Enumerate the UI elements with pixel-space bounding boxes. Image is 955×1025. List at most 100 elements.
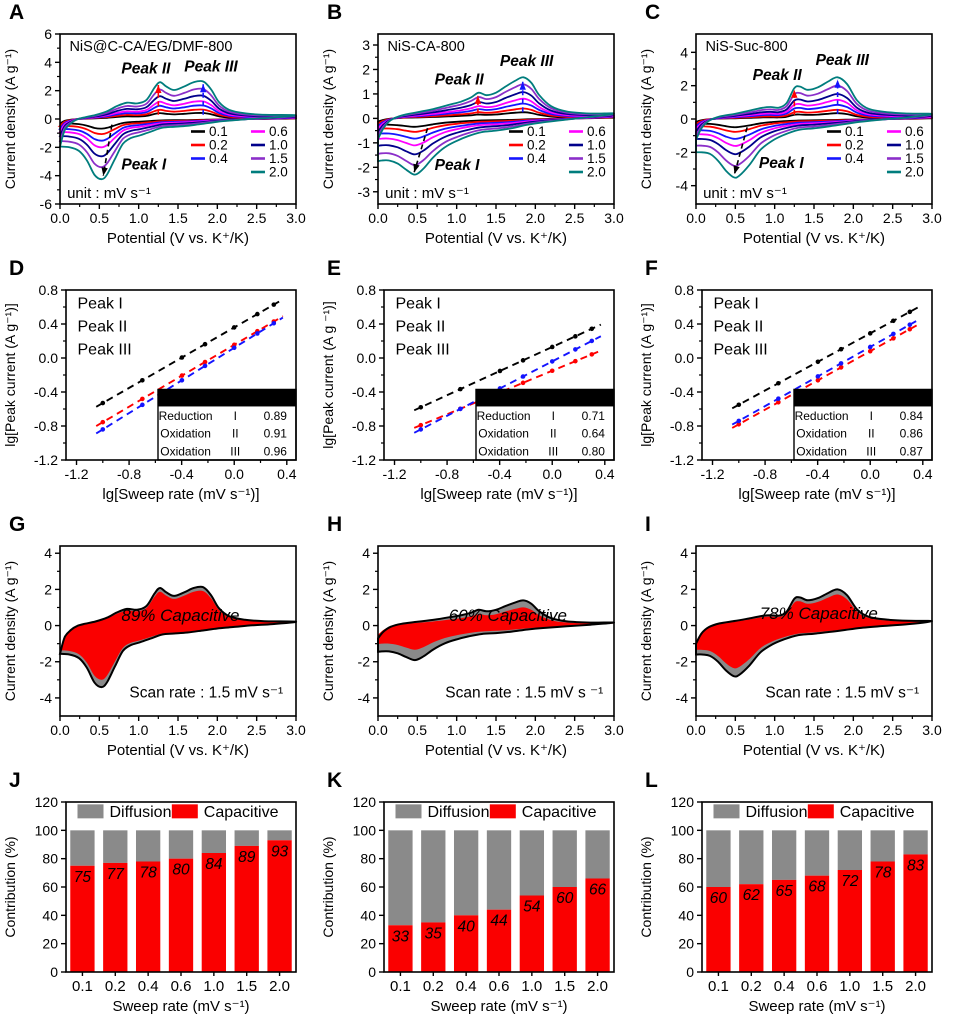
panel-label-k: K <box>327 769 343 792</box>
svg-text:3.0: 3.0 <box>604 210 624 226</box>
svg-text:0.4: 0.4 <box>209 151 228 166</box>
svg-text:0.4: 0.4 <box>675 316 695 332</box>
svg-text:0: 0 <box>362 618 370 634</box>
svg-text:1.5: 1.5 <box>269 151 288 166</box>
svg-text:State: State <box>490 391 518 405</box>
panel-h: H 60% Capacitive Scan rate : 1.5 mV s ⁻¹ 0… <box>318 512 636 768</box>
svg-text:0.4: 0.4 <box>39 316 59 332</box>
svg-text:1.0: 1.0 <box>203 978 224 995</box>
svg-text:100: 100 <box>671 822 695 838</box>
svg-text:Peak III: Peak III <box>816 52 870 69</box>
svg-text:0: 0 <box>368 964 376 980</box>
svg-text:84: 84 <box>205 856 223 873</box>
svg-text:-0.4: -0.4 <box>806 466 830 482</box>
chart-bvalue-nis-c-ca-eg-dmf-800: Peak I Peak II Peak III State Peak b-value Red… <box>2 282 297 503</box>
svg-text:-0.4: -0.4 <box>352 384 376 400</box>
svg-text:Potential (V vs. K⁺/K): Potential (V vs. K⁺/K) <box>743 230 885 247</box>
svg-text:2.0: 2.0 <box>269 978 290 995</box>
svg-text:Sweep rate (mV s⁻¹): Sweep rate (mV s⁻¹) <box>748 998 885 1015</box>
svg-text:Peak II: Peak II <box>714 319 764 336</box>
svg-text:1.0: 1.0 <box>129 210 149 226</box>
svg-text:1.5: 1.5 <box>236 978 257 995</box>
svg-text:100: 100 <box>353 822 377 838</box>
svg-text:120: 120 <box>35 794 59 810</box>
svg-text:1.5: 1.5 <box>587 151 606 166</box>
chart-cv-nis-c-ca-eg-dmf-800: NiS@C-CA/EG/DMF-800 Peak II Peak III Peak I… <box>2 26 306 247</box>
svg-text:Reduction: Reduction <box>477 409 531 423</box>
svg-text:-4: -4 <box>358 690 371 706</box>
svg-text:-2: -2 <box>676 144 689 160</box>
svg-text:0.5: 0.5 <box>726 210 746 226</box>
svg-text:0.89: 0.89 <box>264 409 288 423</box>
svg-text:2.5: 2.5 <box>883 722 903 738</box>
panel-d: D Peak I Peak II Peak III State Peak b-value R… <box>0 256 318 512</box>
svg-text:0.5: 0.5 <box>726 722 746 738</box>
svg-text:Peak I: Peak I <box>759 155 805 172</box>
svg-text:0.0: 0.0 <box>686 210 706 226</box>
svg-text:60: 60 <box>556 890 574 907</box>
svg-text:2.0: 2.0 <box>844 210 864 226</box>
svg-text:89% Capacitive: 89% Capacitive <box>121 606 239 625</box>
svg-text:0.4: 0.4 <box>845 151 864 166</box>
svg-text:0.96: 0.96 <box>264 445 288 459</box>
panel-label-e: E <box>327 257 342 280</box>
svg-text:Scan rate : 1.5 mV s⁻¹: Scan rate : 1.5 mV s⁻¹ <box>765 684 919 701</box>
svg-text:Oxidation: Oxidation <box>160 445 211 459</box>
svg-text:Current density (A g⁻¹): Current density (A g⁻¹) <box>320 561 336 701</box>
svg-text:1.0: 1.0 <box>765 210 785 226</box>
svg-text:Diffusion: Diffusion <box>746 804 808 821</box>
svg-text:1.5: 1.5 <box>554 978 575 995</box>
svg-text:20: 20 <box>360 936 376 952</box>
svg-text:-2: -2 <box>358 654 371 670</box>
svg-text:78: 78 <box>140 865 158 882</box>
svg-text:0.64: 0.64 <box>582 427 606 441</box>
svg-text:0.2: 0.2 <box>527 138 546 153</box>
chart-bvalue-nis-suc-800: Peak I Peak II Peak III State Peak b-value Red… <box>638 282 933 503</box>
svg-text:2.0: 2.0 <box>526 722 546 738</box>
svg-text:0.4: 0.4 <box>527 151 546 166</box>
svg-text:-0.8: -0.8 <box>352 418 376 434</box>
svg-text:0.0: 0.0 <box>542 466 562 482</box>
svg-text:40: 40 <box>458 918 476 935</box>
svg-text:0.6: 0.6 <box>587 124 606 139</box>
svg-text:100: 100 <box>35 822 59 838</box>
svg-text:3.0: 3.0 <box>286 722 306 738</box>
svg-text:3: 3 <box>362 37 370 53</box>
svg-text:0.0: 0.0 <box>675 350 695 366</box>
svg-text:1.0: 1.0 <box>765 722 785 738</box>
svg-text:Peak: Peak <box>540 391 568 405</box>
chart-cv-nis-suc-800: NiS-Suc-800 Peak II Peak III Peak I unit : m… <box>638 33 942 247</box>
svg-text:-0.8: -0.8 <box>34 418 58 434</box>
svg-text:-0.4: -0.4 <box>34 384 58 400</box>
svg-text:0.0: 0.0 <box>368 210 388 226</box>
svg-text:Scan rate : 1.5 mV s ⁻¹: Scan rate : 1.5 mV s ⁻¹ <box>445 684 603 701</box>
svg-text:4: 4 <box>44 54 52 70</box>
svg-text:III: III <box>230 445 240 459</box>
chart-contribution-nis-ca-800: 33 35 40 44 54 60 66 Diffusion Capacitive 0 20 40 60… <box>320 794 615 1015</box>
svg-text:I: I <box>870 409 873 423</box>
svg-text:0.1: 0.1 <box>527 124 546 139</box>
svg-text:1.0: 1.0 <box>587 138 606 153</box>
svg-text:1: 1 <box>362 86 370 102</box>
svg-text:b-value: b-value <box>574 391 614 405</box>
svg-text:1.0: 1.0 <box>129 722 149 738</box>
svg-text:I: I <box>234 409 237 423</box>
chart-cv-nis-ca-800: NiS-CA-800 Peak II Peak III Peak I unit : mV… <box>320 33 624 247</box>
svg-text:Peak I: Peak I <box>396 296 441 313</box>
svg-text:Capacitive: Capacitive <box>204 804 279 821</box>
svg-text:lg[Sweep rate (mV s⁻¹)]: lg[Sweep rate (mV s⁻¹)] <box>420 486 577 503</box>
svg-text:-2: -2 <box>676 654 689 670</box>
svg-text:Contribution (%): Contribution (%) <box>2 836 18 937</box>
svg-text:III: III <box>866 445 876 459</box>
panel-label-g: G <box>9 513 26 536</box>
svg-text:-0.4: -0.4 <box>170 466 194 482</box>
svg-text:0.4: 0.4 <box>138 978 159 995</box>
svg-text:120: 120 <box>671 794 695 810</box>
svg-text:0.71: 0.71 <box>582 409 606 423</box>
svg-text:0.2: 0.2 <box>845 138 864 153</box>
svg-text:unit : mV s⁻¹: unit : mV s⁻¹ <box>67 185 151 202</box>
svg-text:65: 65 <box>776 883 794 900</box>
svg-text:-6: -6 <box>40 196 53 212</box>
svg-text:0.87: 0.87 <box>900 445 924 459</box>
svg-text:0.1: 0.1 <box>708 978 729 995</box>
